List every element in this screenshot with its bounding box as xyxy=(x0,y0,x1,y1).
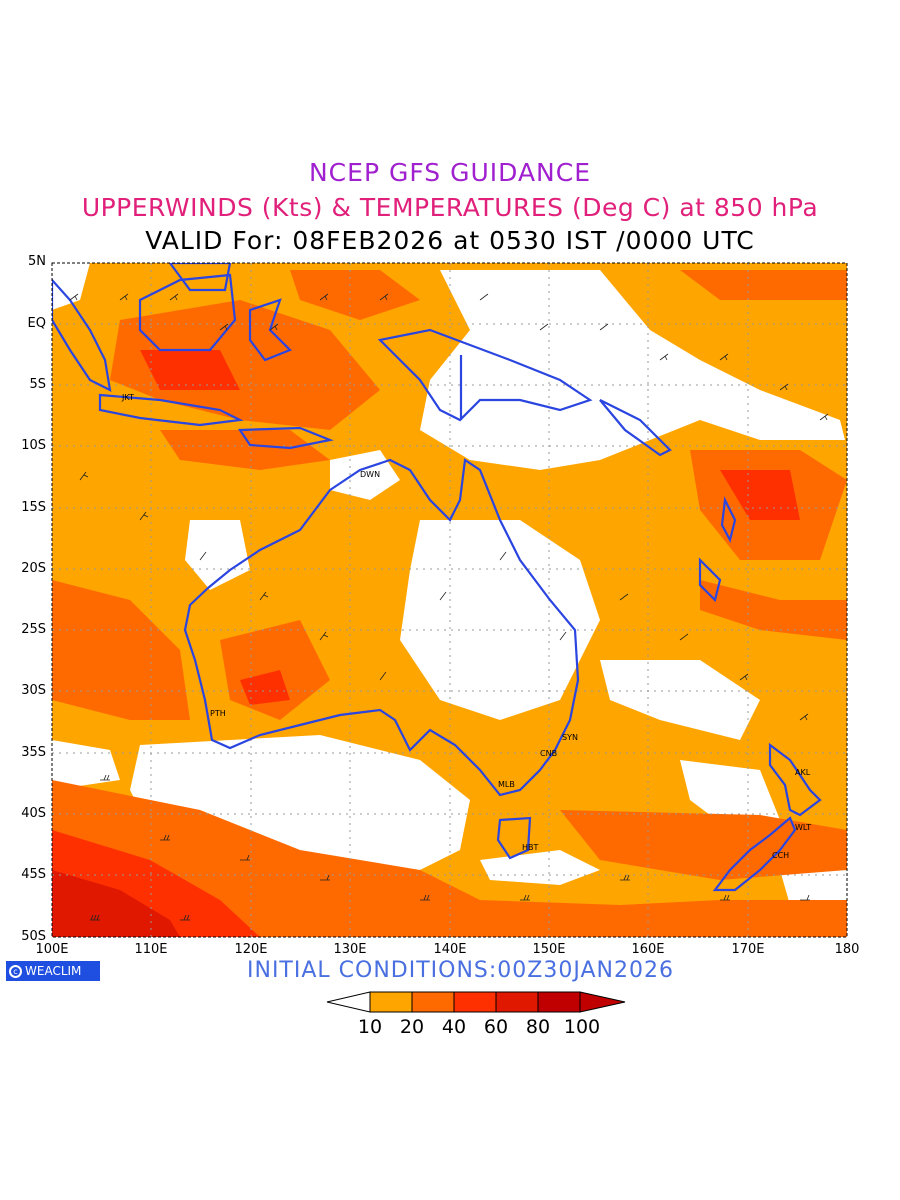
colorbar-label: 100 xyxy=(563,1016,601,1038)
lat-label: 30S xyxy=(21,683,46,698)
city-label: WLT xyxy=(795,823,811,832)
colorbar-label: 80 xyxy=(525,1016,551,1038)
initial-conditions: INITIAL CONDITIONS:00Z30JAN2026 xyxy=(247,958,674,983)
map-subtitle: UPPERWINDS (Kts) & TEMPERATURES (Deg C) … xyxy=(81,193,819,222)
timor-coast xyxy=(237,426,334,450)
lat-label: 20S xyxy=(21,561,46,576)
logo-text: WEACLIM xyxy=(25,964,82,978)
lon-label: 120E xyxy=(234,942,268,957)
tasmania-coast xyxy=(496,816,532,860)
lat-label: 50S xyxy=(21,929,46,944)
lat-label: 35S xyxy=(21,745,46,760)
weaclim-logo: c WEACLIM xyxy=(6,961,100,981)
colorbar-label: 20 xyxy=(399,1016,425,1038)
colorbar-label: 60 xyxy=(483,1016,509,1038)
lon-label: 100E xyxy=(35,942,69,957)
sumatra-coast xyxy=(52,278,112,392)
solomon-coast xyxy=(599,399,672,457)
lon-label: 160E xyxy=(631,942,665,957)
lat-label: 5N xyxy=(28,254,46,269)
new-zealand-north xyxy=(768,742,822,817)
lat-label: 25S xyxy=(21,622,46,637)
lon-label: 110E xyxy=(134,942,168,957)
borneo-coast xyxy=(138,273,237,352)
new-guinea-coast xyxy=(377,328,593,422)
city-label: PTH xyxy=(210,709,226,718)
new-caledonia-coast xyxy=(698,557,722,603)
new-zealand-south xyxy=(712,816,797,892)
lat-label: 10S xyxy=(21,438,46,453)
lon-label: 170E xyxy=(731,942,765,957)
lat-label: EQ xyxy=(27,316,46,331)
city-label: AKL xyxy=(795,768,811,777)
lon-label: 130E xyxy=(333,942,367,957)
coastlines xyxy=(52,263,822,892)
wind-barbs xyxy=(69,293,829,921)
java-coast xyxy=(98,393,244,427)
city-labels: JKT DWN PTH SYN CNB MLB HBT AKL WLT CCH xyxy=(121,393,811,860)
australia-coast xyxy=(183,458,580,797)
city-label: JKT xyxy=(121,393,134,402)
lat-lon-grid xyxy=(52,263,847,937)
lon-label: 150E xyxy=(532,942,566,957)
colorbar-label: 40 xyxy=(441,1016,467,1038)
map-frame xyxy=(51,262,848,938)
city-label: CNB xyxy=(540,749,557,758)
valid-time: VALID For: 08FEB2026 at 0530 IST /0000 U… xyxy=(145,226,755,255)
map-title: NCEP GFS GUIDANCE xyxy=(308,158,591,187)
city-label: DWN xyxy=(360,470,380,479)
lat-label: 45S xyxy=(21,867,46,882)
colorbar xyxy=(326,991,626,1013)
lat-label: 15S xyxy=(21,500,46,515)
vanuatu-coast xyxy=(720,496,737,544)
copyright-icon: c xyxy=(9,964,22,978)
philippines-coast xyxy=(168,263,232,292)
sulawesi-coast xyxy=(248,298,292,362)
colorbar-label: 10 xyxy=(357,1016,383,1038)
lon-label: 140E xyxy=(433,942,467,957)
city-label: CCH xyxy=(772,851,789,860)
lat-label: 40S xyxy=(21,806,46,821)
city-label: HBT xyxy=(522,843,539,852)
lon-label: 180 xyxy=(834,942,860,957)
lat-label: 5S xyxy=(29,377,46,392)
city-label: MLB xyxy=(498,780,515,789)
city-label: SYN xyxy=(562,733,578,742)
